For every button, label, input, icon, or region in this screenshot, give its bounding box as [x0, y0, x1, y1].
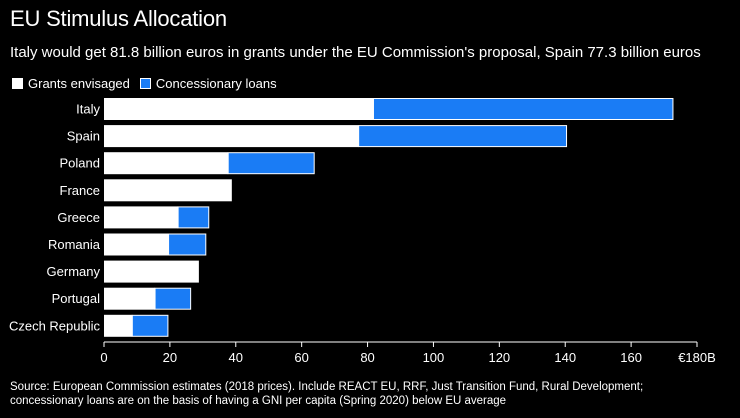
bar-loans-poland	[227, 152, 315, 175]
bar-grants-germany	[104, 260, 199, 283]
category-label-spain: Spain	[67, 129, 100, 144]
x-tick-label: €180B	[678, 350, 716, 365]
x-tick-label: 80	[360, 350, 374, 365]
category-label-greece: Greece	[57, 210, 100, 225]
x-tick-label: 120	[488, 350, 510, 365]
category-label-romania: Romania	[48, 237, 101, 252]
legend-item-grants: Grants envisaged	[12, 76, 130, 91]
category-label-germany: Germany	[47, 264, 101, 279]
legend-swatch-loans	[139, 78, 151, 89]
x-tick-label: 160	[620, 350, 642, 365]
legend-label-loans: Concessionary loans	[155, 76, 277, 91]
x-tick-label: 0	[100, 350, 107, 365]
source-line-2: concessionary loans are on the basis of …	[10, 395, 507, 407]
source-note: Source: European Commission estimates (2…	[10, 380, 730, 408]
legend-item-loans: Concessionary loans	[139, 76, 277, 91]
category-label-france: France	[60, 183, 100, 198]
bar-grants-italy	[104, 98, 374, 120]
bar-grants-portugal	[104, 287, 156, 310]
bar-loans-spain	[358, 125, 568, 148]
x-tick-label: 140	[554, 350, 576, 365]
bar-grants-spain	[104, 125, 359, 148]
category-label-poland: Poland	[60, 156, 100, 171]
bar-loans-portugal	[154, 287, 192, 310]
category-label-czech-republic: Czech Republic	[9, 318, 101, 333]
bar-grants-romania	[104, 233, 169, 256]
x-tick-label: 40	[229, 350, 243, 365]
bar-grants-france	[104, 179, 232, 202]
bar-loans-italy	[372, 98, 674, 120]
legend-swatch-grants	[12, 78, 23, 89]
legend-label-grants: Grants envisaged	[28, 76, 130, 91]
bar-grants-czech-republic	[104, 314, 133, 337]
x-tick-label: 100	[423, 350, 445, 365]
x-tick-label: 60	[294, 350, 308, 365]
category-label-portugal: Portugal	[52, 291, 101, 306]
chart-subtitle: Italy would get 81.8 billion euros in gr…	[10, 44, 701, 61]
x-tick-label: 20	[163, 350, 177, 365]
bar-loans-czech-republic	[131, 314, 169, 337]
category-label-italy: Italy	[76, 102, 100, 117]
bar-loans-romania	[168, 233, 207, 256]
chart-title: EU Stimulus Allocation	[10, 6, 227, 31]
source-line-1: Source: European Commission estimates (2…	[10, 381, 644, 393]
bar-loans-greece	[177, 206, 210, 229]
bar-grants-greece	[104, 206, 179, 229]
legend: Grants envisaged Concessionary loans	[12, 76, 287, 91]
bar-grants-poland	[104, 152, 229, 175]
